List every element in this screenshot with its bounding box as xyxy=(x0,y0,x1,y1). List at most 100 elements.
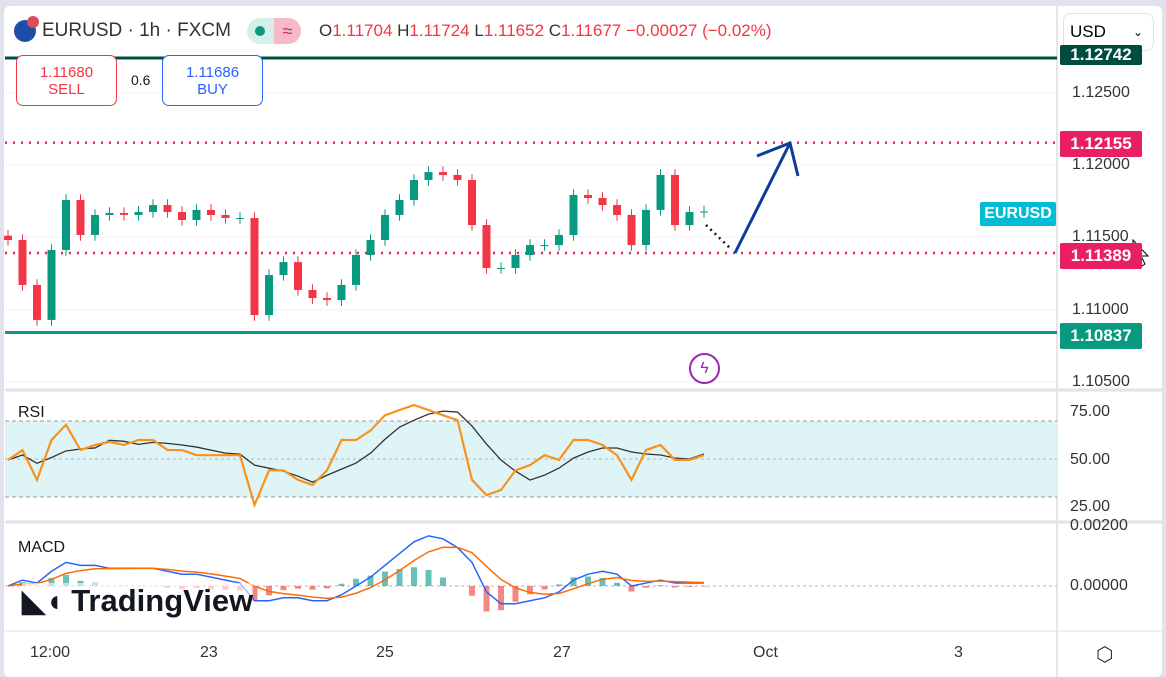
macd-histogram-bar xyxy=(440,577,446,586)
candle-body xyxy=(627,214,636,246)
candle-body xyxy=(482,225,491,268)
symbol-title[interactable]: EURUSD · 1h · FXCM xyxy=(42,20,231,41)
candle-body xyxy=(381,214,389,241)
currency-select[interactable]: USD ⌄ xyxy=(1063,13,1154,51)
price-tag-support-dotted: 1.11389 xyxy=(1060,243,1142,269)
time-tick: 27 xyxy=(553,644,571,661)
tv-mark-icon: ◣◖ xyxy=(22,584,64,618)
macd-histogram-bar xyxy=(396,568,403,586)
delayed-data-icon: ≈ xyxy=(273,18,301,44)
macd-histogram-bar xyxy=(483,586,490,612)
ohlc-readout: O1.11704 H1.11724 L1.11652 C1.11677 −0.0… xyxy=(318,21,772,40)
candle-body xyxy=(178,211,186,221)
chart-window xyxy=(4,6,1162,677)
candle-body xyxy=(453,174,462,180)
price-tick: 1.12500 xyxy=(1072,84,1130,101)
candle-body xyxy=(192,209,201,221)
symbol-header: EURUSD · 1h · FXCM ≈ O1.11704 H1.11724 L… xyxy=(14,16,772,44)
candle-body xyxy=(613,205,621,215)
macd-label: MACD xyxy=(18,539,66,556)
macd-signal-line xyxy=(7,546,705,600)
candle-body xyxy=(62,199,70,250)
price-tick: 1.11500 xyxy=(1072,228,1129,245)
candle-body xyxy=(308,289,317,299)
spread-value: 0.6 xyxy=(131,72,151,88)
macd-histogram-bar xyxy=(309,586,316,590)
price-tick: 1.12000 xyxy=(1072,156,1130,173)
candle-body xyxy=(149,205,157,212)
macd-tick: 0.00000 xyxy=(1070,577,1128,594)
macd-histogram-bar xyxy=(643,586,649,588)
candle-body xyxy=(540,245,549,247)
candle-body xyxy=(337,284,346,301)
candle-body xyxy=(236,217,244,219)
price-tag-top: 1.12742 xyxy=(1060,45,1142,65)
symbol-label: EURUSD xyxy=(980,202,1056,226)
candle-body xyxy=(265,275,273,316)
candle-body xyxy=(163,205,172,212)
candle-body xyxy=(352,255,360,285)
candle-body xyxy=(511,255,520,268)
macd-histogram-bar xyxy=(280,586,287,591)
candle-body xyxy=(700,211,708,213)
macd-histogram-bar xyxy=(585,576,591,586)
candle-body xyxy=(410,179,418,200)
chevron-down-icon: ⌄ xyxy=(1132,25,1143,39)
macd-histogram-bar xyxy=(541,586,548,590)
macd-histogram-bar xyxy=(570,577,577,586)
candle-body xyxy=(671,174,679,226)
macd-histogram-bar xyxy=(382,571,388,586)
candle-body xyxy=(207,209,215,215)
market-open-icon xyxy=(246,18,274,44)
candle-body xyxy=(439,172,447,175)
candle-body xyxy=(656,174,665,210)
tradingview-logo[interactable]: ◣◖ TradingView xyxy=(22,583,254,619)
time-tick: 25 xyxy=(376,644,394,661)
forecast-arrow-head xyxy=(756,140,800,177)
macd-histogram-bar xyxy=(701,586,707,587)
price-tag-resistance: 1.12155 xyxy=(1060,131,1142,157)
settings-gear-icon[interactable]: ⬡ xyxy=(1096,644,1114,666)
candle-body xyxy=(323,298,331,301)
macd-histogram-bar xyxy=(599,577,606,586)
macd-histogram-bar xyxy=(367,575,374,586)
time-tick: Oct xyxy=(753,644,778,661)
rsi-line xyxy=(7,403,705,509)
macd-histogram-bar xyxy=(628,586,635,592)
candle-body xyxy=(642,209,650,246)
candle-body xyxy=(279,262,288,276)
candle-body xyxy=(4,235,12,241)
sell-button[interactable]: 1.11680 SELL xyxy=(16,55,117,106)
buy-button[interactable]: 1.11686 BUY xyxy=(162,55,263,106)
forecast-arrow xyxy=(733,142,792,254)
candle-body xyxy=(366,240,375,255)
dotted-projection xyxy=(705,224,733,251)
candle-body xyxy=(584,194,592,198)
macd-histogram-bar xyxy=(295,586,301,589)
candle-body xyxy=(105,212,114,215)
market-status-pill[interactable]: ≈ xyxy=(246,18,301,44)
candle-body xyxy=(18,240,27,285)
candle-body xyxy=(250,217,259,316)
eu-us-flag-icon xyxy=(14,16,39,42)
macd-histogram-bar xyxy=(251,586,258,601)
candle-body xyxy=(555,234,563,246)
macd-histogram-bar xyxy=(672,586,678,588)
rsi-ma-line xyxy=(7,410,705,483)
macd-histogram-bar xyxy=(353,578,359,586)
lightning-icon[interactable]: ϟ xyxy=(689,353,720,384)
candle-body xyxy=(497,267,505,269)
candle-body xyxy=(76,199,85,235)
macd-histogram-bar xyxy=(686,586,693,587)
candle-body xyxy=(526,245,534,255)
macd-histogram-bar xyxy=(657,585,664,586)
candle-body xyxy=(91,214,99,235)
candle-body xyxy=(221,214,230,218)
macd-histogram-bar xyxy=(527,586,533,595)
macd-histogram-bar xyxy=(498,586,504,611)
macd-tick: 0.00200 xyxy=(1070,517,1128,534)
rsi-label: RSI xyxy=(18,404,45,421)
candle-body xyxy=(468,179,476,226)
price-tag-support: 1.10837 xyxy=(1060,323,1142,349)
